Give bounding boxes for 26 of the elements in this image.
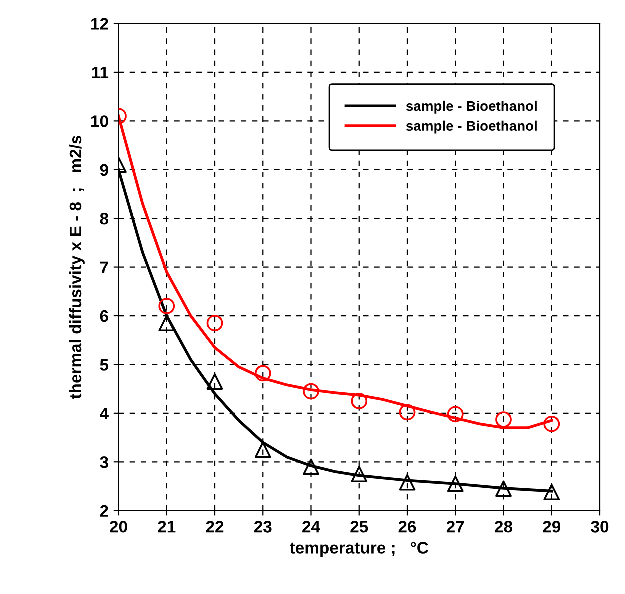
- x-tick-label: 21: [158, 521, 176, 533]
- y-tick-label: 8: [100, 212, 109, 225]
- y-tick-label: 5: [100, 359, 109, 371]
- x-tick-label: 23: [254, 521, 272, 533]
- y-tick-label: 6: [100, 310, 108, 322]
- x-axis-title: temperature ; °C: [290, 542, 428, 558]
- legend-label: sample - Bioethanol: [406, 100, 537, 114]
- x-tick-label: 27: [446, 521, 464, 533]
- y-tick-label: 4: [100, 408, 109, 420]
- x-tick-label: 24: [302, 521, 320, 533]
- x-tick-label: 29: [543, 521, 561, 533]
- y-tick-label: 12: [92, 18, 108, 30]
- x-tick-label: 30: [591, 521, 609, 533]
- y-tick-label: 7: [100, 262, 108, 274]
- x-tick-label: 22: [206, 521, 224, 533]
- x-tick-label: 28: [495, 521, 513, 533]
- y-tick-label: 11: [92, 67, 109, 79]
- y-tick-label: 9: [100, 164, 108, 176]
- x-tick-label: 26: [398, 521, 416, 533]
- legend-label: sample - Bioethanol: [406, 120, 537, 134]
- y-axis-title: thermal diffusivity x E - 8 ; m2/s: [69, 136, 85, 400]
- y-tick-label: 3: [100, 456, 108, 468]
- y-tick-label: 10: [92, 116, 108, 128]
- y-tick-label: 2: [100, 505, 108, 517]
- x-tick-label: 20: [110, 521, 128, 533]
- x-tick-label: 25: [350, 521, 368, 533]
